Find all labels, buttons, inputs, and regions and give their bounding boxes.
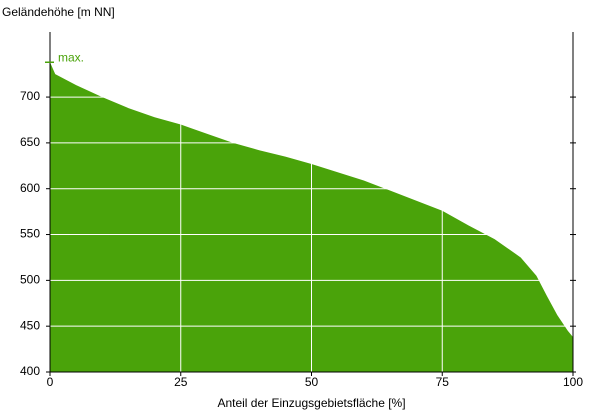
x-tick-label: 75 <box>436 375 450 389</box>
x-tick-label: 50 <box>305 375 319 389</box>
y-tick-label: 600 <box>20 181 40 195</box>
y-tick-label: 500 <box>20 273 40 287</box>
x-tick-label: 25 <box>174 375 188 389</box>
x-axis-title: Anteil der Einzugsgebietsfläche [%] <box>217 396 405 410</box>
y-tick-label: 650 <box>20 135 40 149</box>
y-tick-label: 450 <box>20 318 40 332</box>
x-tick-label: 0 <box>47 375 54 389</box>
y-tick-label: 400 <box>20 364 40 378</box>
y-axis-title: Geländehöhe [m NN] <box>2 5 115 19</box>
y-tick-label: 550 <box>20 227 40 241</box>
y-tick-label: 700 <box>20 89 40 103</box>
annotation: max. <box>58 50 84 64</box>
x-tick-label: 100 <box>563 375 583 389</box>
